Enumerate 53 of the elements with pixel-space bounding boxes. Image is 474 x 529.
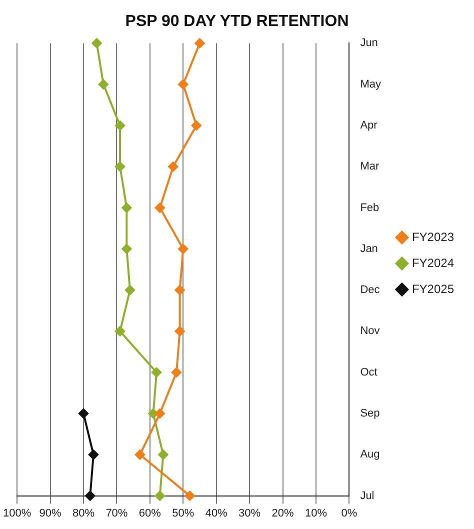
x-tick-label: 90%	[39, 507, 62, 520]
point	[115, 120, 126, 130]
x-tick-label: 80%	[72, 507, 95, 520]
point	[85, 490, 96, 501]
point	[134, 450, 145, 460]
point	[152, 367, 162, 378]
y-tick-label: Jun	[360, 37, 378, 50]
point	[184, 490, 195, 501]
y-tick-label: Jul	[360, 490, 374, 502]
x-tick-label: 70%	[106, 507, 128, 520]
point	[178, 79, 188, 90]
y-tick-label: Apr	[360, 120, 378, 132]
x-tick-label: 50%	[172, 507, 194, 520]
y-tick-label: Nov	[360, 325, 380, 338]
chart-title: PSP 90 DAY YTD RETENTION	[125, 13, 349, 30]
point	[78, 408, 88, 419]
y-tick-label: Mar	[360, 160, 380, 173]
point	[154, 490, 165, 501]
y-tick-label: May	[360, 78, 382, 90]
point	[115, 326, 126, 336]
x-tick-label: 0%	[341, 507, 358, 520]
point	[191, 120, 202, 130]
point	[154, 408, 165, 419]
x-tick-label: 30%	[238, 507, 261, 520]
point	[168, 162, 178, 172]
point	[194, 38, 205, 48]
y-tick-label: Aug	[360, 448, 380, 461]
point	[98, 79, 108, 90]
x-tick-label: 20%	[272, 507, 294, 520]
point	[124, 285, 135, 296]
point	[122, 244, 132, 254]
y-tick-label: Dec	[360, 284, 380, 296]
point	[158, 450, 168, 460]
legend-label: FY2025	[412, 282, 454, 296]
point	[174, 285, 185, 296]
y-tick-label: Sep	[360, 408, 380, 420]
point	[178, 244, 188, 254]
y-tick-label: Jan	[360, 242, 378, 255]
point	[174, 326, 185, 336]
x-tick-label: 60%	[138, 507, 162, 520]
point	[92, 38, 102, 48]
legend-label: FY2024	[412, 256, 454, 270]
point	[122, 202, 132, 213]
legend-label: FY2023	[412, 230, 454, 244]
x-tick-label: 40%	[205, 507, 228, 520]
x-tick-label: 100%	[2, 507, 32, 520]
point	[154, 202, 165, 213]
y-tick-label: Oct	[360, 366, 378, 378]
point	[115, 162, 126, 172]
point	[88, 450, 98, 460]
y-tick-label: Feb	[360, 202, 380, 214]
x-tick-label: 10%	[304, 507, 328, 520]
point	[171, 367, 182, 378]
